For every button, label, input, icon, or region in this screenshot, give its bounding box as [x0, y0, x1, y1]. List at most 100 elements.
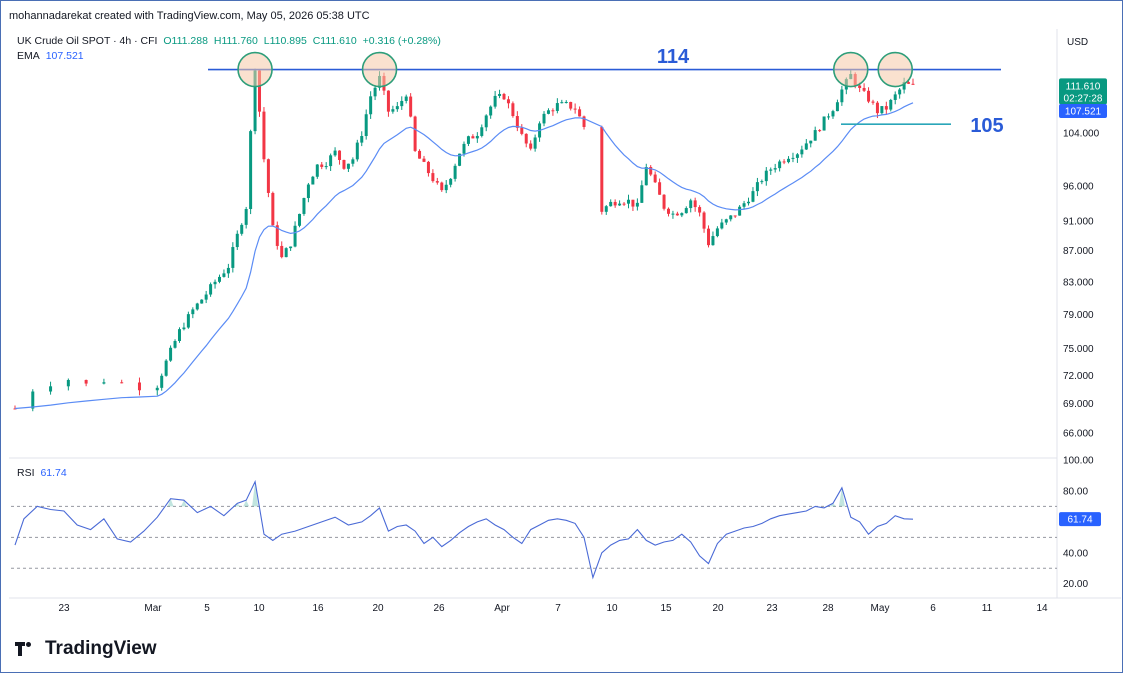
- candle-body: [311, 176, 315, 185]
- candle-body: [818, 130, 822, 132]
- candle-body: [231, 247, 235, 268]
- candle-body: [360, 136, 364, 143]
- rsi-label[interactable]: RSI: [17, 467, 35, 479]
- candle-body: [555, 103, 559, 111]
- candle-body: [715, 228, 719, 237]
- candle-body: [155, 387, 159, 391]
- candle-body: [338, 150, 342, 160]
- candle-body: [200, 299, 204, 304]
- candle-body: [173, 341, 177, 348]
- candle-body: [395, 106, 399, 110]
- time-tick-label: 7: [555, 603, 561, 614]
- candle-body: [573, 108, 577, 110]
- candle-body: [871, 101, 875, 103]
- candle-body: [747, 201, 751, 204]
- ema-value: 107.521: [45, 50, 84, 62]
- brand[interactable]: TradingView: [15, 638, 157, 660]
- time-tick-label: 15: [660, 603, 672, 614]
- price-tick-label: 87.000: [1063, 246, 1094, 257]
- candle-body: [653, 174, 657, 183]
- candle-body: [787, 158, 791, 163]
- rsi-tick-label: 100.00: [1063, 456, 1094, 467]
- candle-body: [649, 167, 653, 175]
- rsi-line: [14, 479, 914, 580]
- candle-body: [880, 106, 884, 114]
- candle-body: [404, 96, 408, 101]
- candle-body: [182, 327, 186, 330]
- candle-body: [342, 159, 346, 169]
- candle-body: [764, 170, 768, 182]
- candle-body: [306, 184, 310, 199]
- candle-body: [493, 95, 497, 107]
- symbol-name[interactable]: UK Crude Oil SPOT · 4h · CFI: [17, 35, 158, 47]
- rsi-value-text: 61.74: [1067, 515, 1092, 526]
- annotations: 114 105: [208, 46, 1004, 137]
- publish-header: mohannadarekat created with TradingView.…: [9, 10, 370, 22]
- candle-body: [458, 153, 462, 166]
- candle-body: [827, 116, 831, 118]
- price-axis[interactable]: 104.000 96.000 91.000 87.000 83.000 79.000 75.…: [1063, 129, 1100, 440]
- rsi-tick-label: 20.00: [1063, 579, 1088, 590]
- candle-body: [209, 284, 213, 295]
- currency-label[interactable]: USD: [1067, 37, 1089, 48]
- candle-body: [902, 82, 906, 90]
- candle-body: [262, 111, 266, 160]
- candle-body: [582, 116, 586, 127]
- candle-body: [724, 219, 728, 223]
- candle-body: [391, 109, 395, 112]
- time-tick-label: 6: [930, 603, 936, 614]
- candle-body: [804, 143, 808, 150]
- ohlc-low: L110.895: [263, 35, 307, 47]
- candle-body: [684, 208, 688, 214]
- highlight-circle: [361, 51, 398, 88]
- price-tick-label: 69.000: [1063, 399, 1094, 410]
- candle-body: [693, 200, 697, 208]
- candle-body: [280, 245, 284, 258]
- candle-body: [840, 89, 844, 103]
- time-axis[interactable]: 23 Mar 5 10 16 20 26 Apr 7 10 15 20 23 28 May 6 11 14: [58, 603, 1048, 614]
- candle-body: [266, 159, 270, 193]
- ema-label[interactable]: EMA: [17, 50, 40, 62]
- candle-body: [631, 199, 635, 207]
- time-tick-label: Mar: [144, 603, 162, 614]
- candle-body: [222, 273, 226, 277]
- rsi-value-badge: 61.74: [1059, 512, 1101, 527]
- rsi-overbought-fill: [167, 481, 845, 507]
- last-price-text: 111.610: [1066, 81, 1101, 92]
- candle-body: [835, 102, 839, 112]
- candle-body: [626, 199, 630, 204]
- candle-body: [435, 181, 439, 183]
- time-tick-label: 28: [822, 603, 834, 614]
- candle-body: [613, 201, 617, 206]
- price-tick-label: 66.000: [1063, 429, 1094, 440]
- candle-body: [711, 236, 715, 246]
- time-tick-label: 16: [312, 603, 324, 614]
- candle-body: [217, 276, 221, 282]
- candle-body: [355, 142, 359, 160]
- rsi-tick-label: 80.00: [1063, 486, 1088, 497]
- candle-body: [31, 391, 35, 409]
- candle-body: [498, 93, 502, 96]
- ema-price-badge: 107.521: [1059, 104, 1107, 119]
- ohlc-open: O111.288: [163, 35, 208, 47]
- candle-body: [275, 225, 279, 246]
- candle-body: [480, 127, 484, 136]
- candle-body: [462, 143, 466, 154]
- candle-body: [422, 158, 426, 162]
- candle-body: [293, 225, 297, 247]
- candle-body: [226, 267, 230, 274]
- ohlc-high: H111.760: [213, 35, 258, 47]
- candle-body: [102, 382, 106, 384]
- candle-body: [675, 213, 679, 216]
- candle-body: [862, 87, 866, 91]
- candle-body: [742, 203, 746, 207]
- candle-body: [515, 116, 519, 128]
- candlestick-series: [13, 68, 915, 412]
- candle-body: [662, 194, 666, 209]
- candle-body: [769, 169, 773, 171]
- candle-body: [600, 126, 604, 212]
- ema-line: [14, 102, 914, 410]
- rsi-legend: RSI 61.74: [17, 467, 70, 479]
- candle-body: [546, 110, 550, 114]
